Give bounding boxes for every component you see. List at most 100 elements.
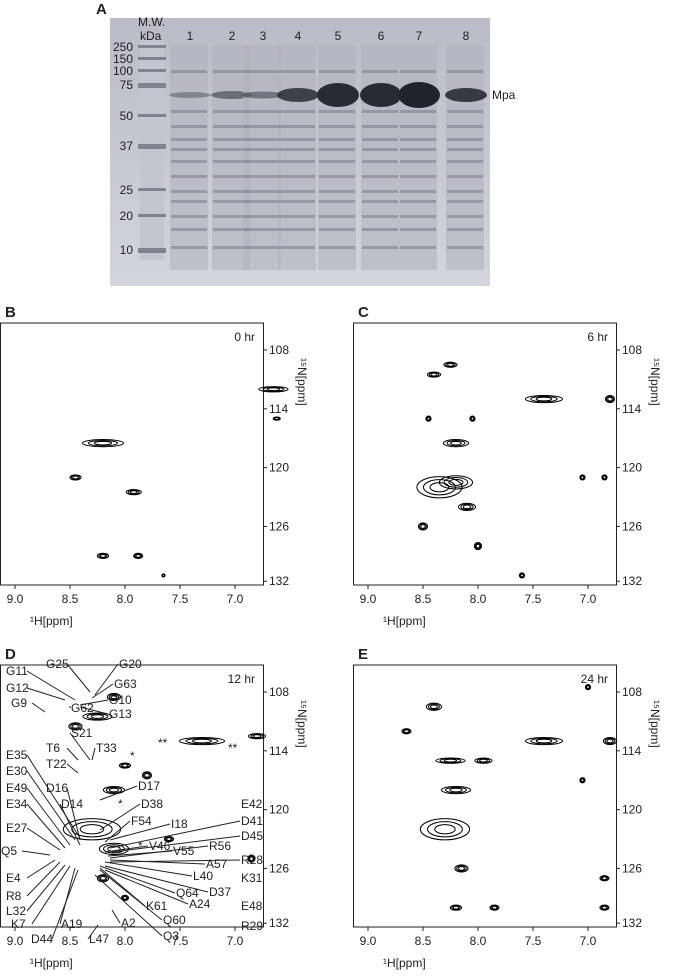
lane-band (400, 200, 436, 203)
x-tick-label: 7.5 (525, 934, 542, 948)
lane-band (279, 246, 315, 249)
contour (87, 439, 119, 447)
lane-band (244, 138, 280, 141)
lane-label: 5 (335, 29, 342, 43)
contour (106, 692, 122, 702)
y-tick-label: 108 (269, 685, 289, 699)
residue-label: K31 (241, 871, 263, 885)
y-tick-label: 108 (622, 343, 642, 357)
time-label: 12 hr (228, 672, 255, 686)
panel-label: A (96, 1, 107, 18)
contour (606, 738, 614, 744)
lane-band (447, 160, 483, 163)
leader-line (99, 869, 163, 921)
lane-band (171, 160, 207, 163)
contour (425, 416, 431, 422)
mpa-band (242, 91, 284, 99)
residue-label: E34 (6, 797, 28, 811)
leader-line (104, 845, 149, 853)
contour (430, 372, 438, 377)
lane (446, 45, 484, 270)
leader-line (109, 823, 171, 841)
lane-band (319, 175, 355, 178)
contour (519, 572, 525, 578)
lane-band (279, 200, 315, 203)
contour (474, 542, 482, 550)
residue-label: G11 (6, 664, 28, 678)
leader-line (104, 865, 209, 893)
contour (249, 856, 254, 861)
contour (274, 417, 280, 421)
lane-band (447, 215, 483, 218)
panel-label: C (358, 304, 369, 321)
x-tick-label: 8.0 (470, 592, 487, 606)
lane-band (447, 190, 483, 193)
y-tick-label: 126 (269, 861, 289, 875)
leader-line (104, 820, 131, 843)
lane-label: 1 (187, 29, 194, 43)
y-axis-label: ¹⁵N[ppm] (295, 700, 309, 748)
lane-band (447, 138, 483, 141)
x-tick-label: 9.0 (7, 592, 24, 606)
y-tick-label: 126 (269, 519, 289, 533)
contour (161, 573, 165, 577)
contour (474, 757, 493, 764)
x-tick-label: 9.0 (360, 592, 377, 606)
x-tick-label: 7.5 (172, 934, 189, 948)
leader-line (104, 869, 189, 905)
residue-label: E30 (6, 764, 28, 778)
residue-label: D17 (138, 779, 160, 793)
contour (428, 372, 440, 378)
contour (438, 475, 474, 490)
lane (361, 45, 399, 270)
contour (602, 736, 618, 746)
y-tick-label: 120 (622, 461, 642, 475)
lane-band (279, 190, 315, 193)
contour (450, 440, 462, 446)
lane-band (279, 138, 315, 141)
lane-band (400, 175, 436, 178)
leader-line (79, 699, 109, 706)
spectrum-frame (353, 664, 617, 928)
lane-band (447, 228, 483, 231)
y-tick-label: 108 (622, 685, 642, 699)
lane-band (279, 215, 315, 218)
marker-label: 20 (120, 209, 134, 223)
contour (258, 386, 289, 393)
leader-line (31, 702, 46, 713)
lane-band (400, 70, 436, 73)
contour (430, 704, 438, 710)
lane-band (362, 190, 398, 193)
contour (535, 396, 553, 402)
contour (134, 553, 143, 559)
lane-label: 6 (378, 29, 385, 43)
lane (318, 45, 356, 270)
lane-label: 3 (260, 29, 267, 43)
lane-band (171, 110, 207, 113)
contour (90, 714, 105, 719)
lane-band (400, 138, 436, 141)
contour (585, 684, 591, 690)
leader-line (99, 785, 138, 801)
lane-band (213, 110, 249, 113)
residue-label: T6 (46, 741, 60, 755)
y-tick-label: 132 (622, 574, 642, 588)
lane-band (279, 175, 315, 178)
contour (448, 478, 464, 486)
lane-band (213, 70, 249, 73)
contour (607, 396, 613, 402)
residue-label: G20 (119, 657, 142, 671)
contour (99, 875, 107, 881)
contour (401, 728, 412, 735)
lane-band (171, 215, 207, 218)
lane-band (362, 246, 398, 249)
leader-line (94, 874, 163, 937)
contour (262, 386, 285, 392)
residue-label: V46 (149, 839, 171, 853)
y-tick-label: 114 (269, 402, 288, 416)
x-tick-label: 7.5 (525, 592, 542, 606)
leader-line (87, 924, 99, 940)
lane-band (244, 148, 280, 151)
lane-band (400, 148, 436, 151)
